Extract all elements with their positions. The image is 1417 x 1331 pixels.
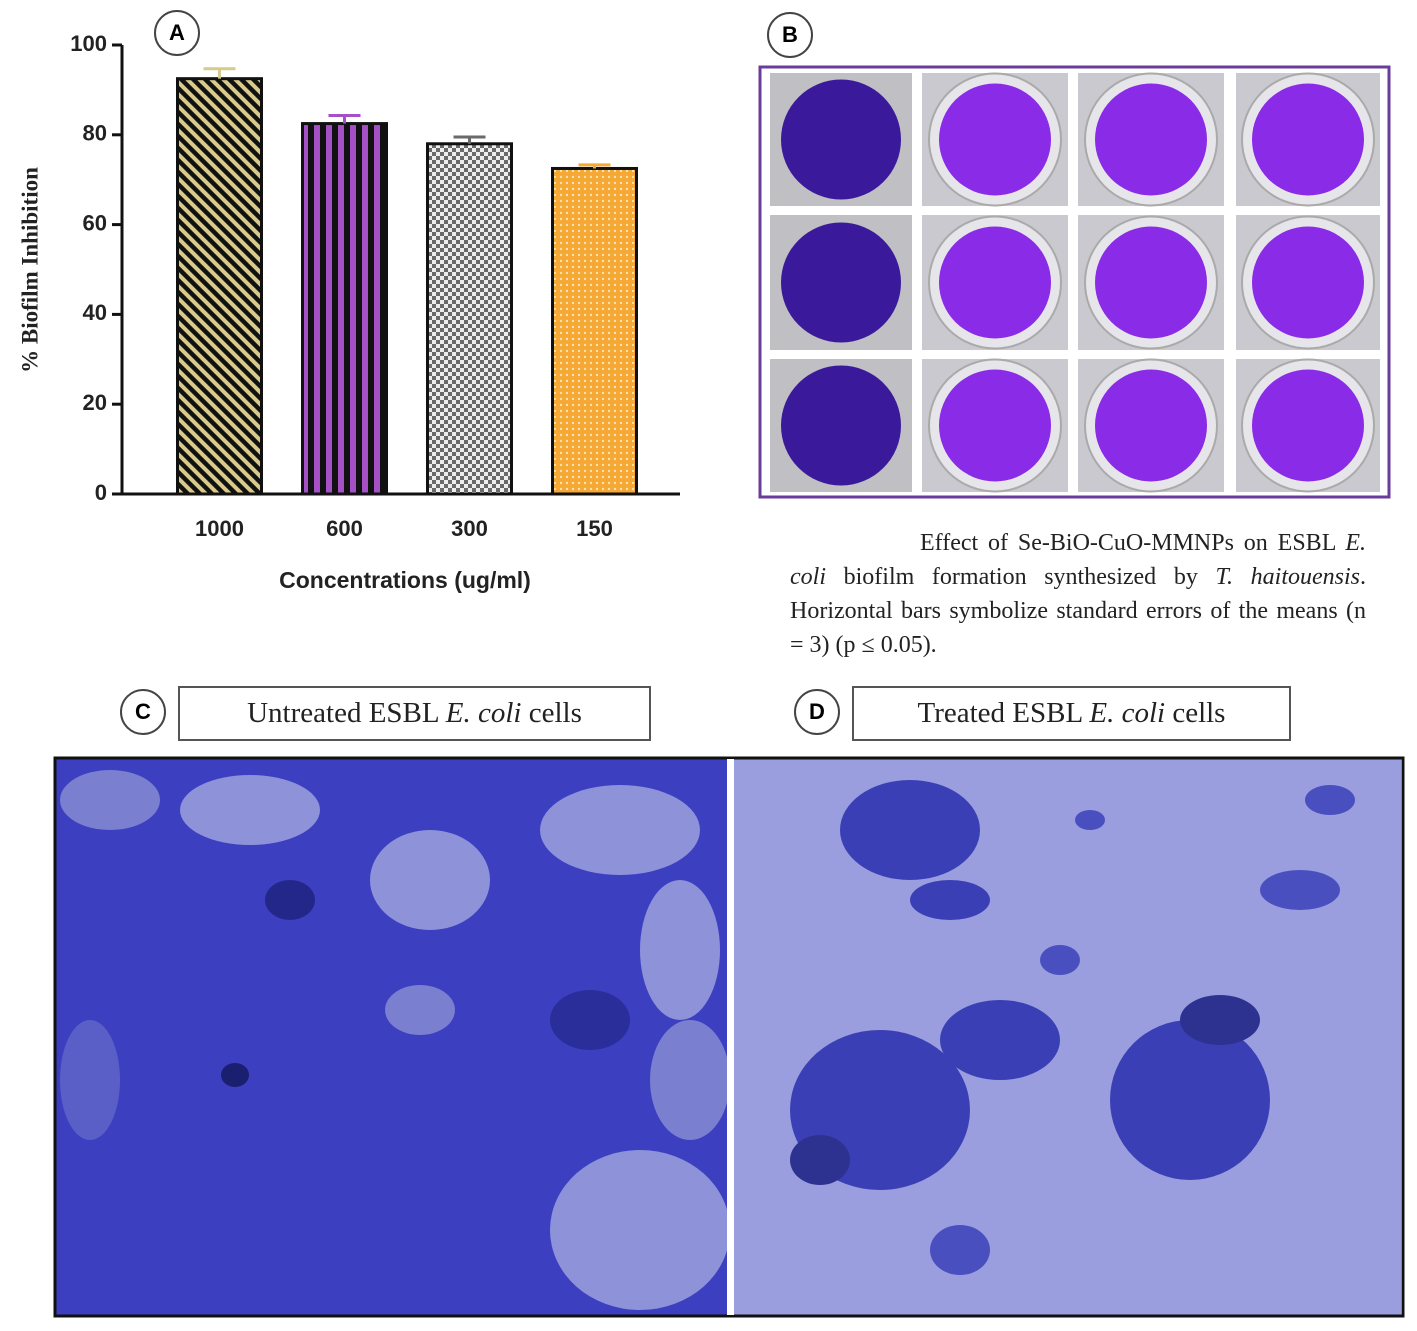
panel-label: C — [135, 699, 151, 724]
panel-label: A — [169, 20, 185, 45]
micrograph-label: Treated ESBL E. coli cells — [852, 686, 1291, 741]
x-tick-label: 600 — [326, 516, 363, 541]
error-bar — [578, 163, 611, 169]
caption-text: T. haitouensis — [1215, 564, 1361, 590]
y-tick-label: 40 — [83, 300, 107, 325]
bar-chart: 0 20 40 60 80 100 1000 600 300 150 — [70, 31, 680, 541]
error-bar — [203, 67, 236, 79]
label-text: E. coli — [445, 697, 522, 729]
caption-text: biofilm formation synthesized by — [826, 564, 1216, 590]
error-bar — [453, 135, 486, 144]
label-text: cells — [521, 697, 582, 729]
bar — [301, 122, 388, 496]
micrograph-treated — [734, 759, 1401, 1315]
y-tick-label: 100 — [70, 31, 107, 56]
y-tick-label: 60 — [83, 210, 107, 235]
label-text: cells — [1165, 697, 1226, 729]
panel-labels: A B C D — [120, 10, 840, 735]
label-text: E. coli — [1089, 697, 1166, 729]
caption-text: . Horizontal bars symbolize standard err… — [790, 564, 1367, 658]
y-tick-label: 80 — [83, 121, 107, 146]
divider — [727, 759, 734, 1315]
y-tick-label: 20 — [83, 390, 107, 415]
panel-label: B — [782, 22, 798, 47]
caption-text: Effect of Se-BiO-CuO-MMNPs on ESBL — [920, 530, 1346, 556]
error-bar — [328, 113, 361, 124]
panel-label: D — [809, 699, 825, 724]
micrograph-label: Untreated ESBL E. coli cells — [178, 686, 651, 741]
bar — [426, 142, 513, 496]
micrograph-untreated — [56, 759, 730, 1315]
x-tick-label: 1000 — [195, 516, 244, 541]
y-axis-title: % Biofilm Inhibition — [17, 167, 42, 373]
bar — [551, 166, 638, 496]
label-text: Untreated ESBL — [247, 697, 446, 729]
bar — [176, 77, 263, 496]
x-axis-title: Concentrations (ug/ml) — [279, 567, 531, 593]
caption: Effect of Se-BiO-CuO-MMNPs on ESBL E. co… — [790, 526, 1366, 662]
x-tick-label: 150 — [576, 516, 613, 541]
plate-photo — [770, 72, 1380, 493]
label-text: Treated ESBL — [917, 697, 1090, 729]
caption-text: E. coli — [790, 530, 1366, 590]
x-tick-label: 300 — [451, 516, 488, 541]
y-tick-label: 0 — [95, 480, 107, 505]
micrograph-frame — [53, 756, 1405, 1318]
